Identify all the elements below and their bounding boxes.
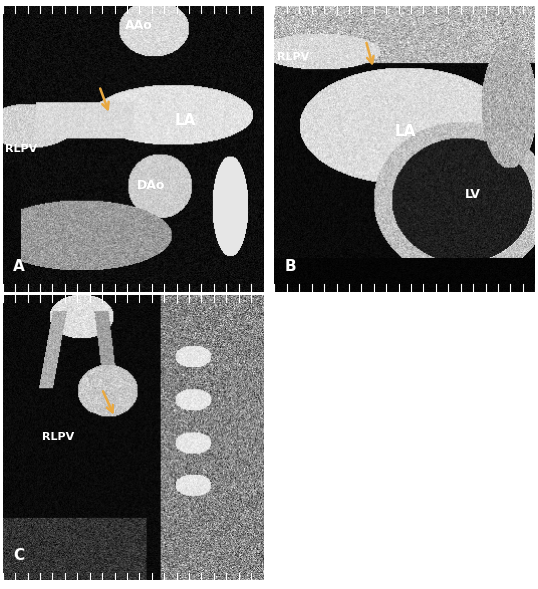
Text: RLPV: RLPV bbox=[5, 144, 38, 154]
Text: LA: LA bbox=[394, 124, 415, 139]
Text: B: B bbox=[285, 259, 296, 274]
Text: AAo: AAo bbox=[124, 19, 152, 32]
Text: LV: LV bbox=[465, 188, 480, 201]
Text: DAo: DAo bbox=[137, 180, 166, 193]
Text: A: A bbox=[13, 259, 25, 274]
Text: C: C bbox=[13, 548, 24, 563]
Text: RLPV: RLPV bbox=[42, 432, 74, 442]
Text: RLPV: RLPV bbox=[277, 52, 309, 62]
Text: LA: LA bbox=[175, 112, 196, 128]
